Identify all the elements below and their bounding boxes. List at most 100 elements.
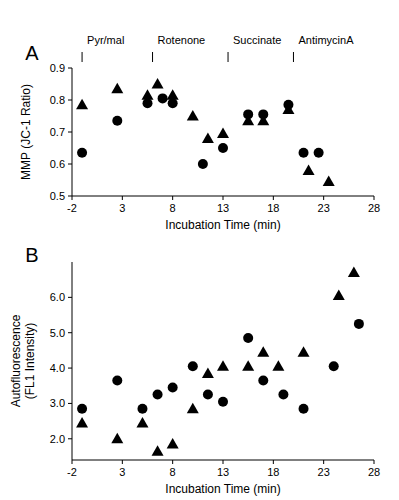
point xyxy=(158,93,168,103)
y-tick-label: 2.0 xyxy=(50,433,65,445)
point xyxy=(348,267,360,278)
annotation-tick xyxy=(293,52,294,62)
panel: B-238131823282.03.04.05.06.0Incubation T… xyxy=(9,244,380,496)
point xyxy=(257,115,269,126)
x-tick-label: 28 xyxy=(368,466,380,478)
x-tick-label: 3 xyxy=(119,466,125,478)
panel: A-238131823280.50.60.70.80.9Incubation T… xyxy=(19,34,380,232)
annotation-tick xyxy=(152,52,153,62)
figure: A-238131823280.50.60.70.80.9Incubation T… xyxy=(0,0,399,500)
y-tick-label: 6.0 xyxy=(50,291,65,303)
annotation: AntimycinA xyxy=(298,34,354,46)
x-tick-label: 23 xyxy=(318,202,330,214)
point xyxy=(298,346,310,357)
point xyxy=(242,115,254,126)
point xyxy=(111,433,123,444)
y-tick-label: 0.7 xyxy=(50,126,65,138)
point xyxy=(202,132,214,143)
annotation: Rotenone xyxy=(158,34,206,46)
x-tick xyxy=(122,460,123,464)
y-axis-line xyxy=(72,262,73,460)
x-tick-label: 13 xyxy=(217,202,229,214)
point xyxy=(299,148,309,158)
point xyxy=(167,89,179,100)
point xyxy=(242,360,254,371)
point xyxy=(187,110,199,121)
x-tick xyxy=(273,196,274,200)
y-tick-label: 5.0 xyxy=(50,327,65,339)
x-tick xyxy=(374,460,375,464)
y-tick xyxy=(68,100,72,101)
x-tick xyxy=(223,196,224,200)
x-axis-title: Incubation Time (min) xyxy=(165,218,280,232)
point xyxy=(187,403,199,414)
point xyxy=(152,445,164,456)
point xyxy=(153,390,163,400)
point xyxy=(243,333,253,343)
point xyxy=(329,361,339,371)
annotation: Pyr/mal xyxy=(87,34,124,46)
y-tick xyxy=(68,68,72,69)
background xyxy=(0,0,399,500)
x-tick-label: 28 xyxy=(368,202,380,214)
x-tick xyxy=(72,460,73,464)
point xyxy=(314,148,324,158)
point xyxy=(278,390,288,400)
point xyxy=(136,417,148,428)
point xyxy=(137,404,147,414)
x-tick xyxy=(374,196,375,200)
point xyxy=(77,404,87,414)
panel-label: B xyxy=(25,244,38,266)
point xyxy=(202,367,214,378)
plot-area xyxy=(76,78,335,186)
x-tick xyxy=(122,196,123,200)
x-tick-label: 13 xyxy=(217,466,229,478)
annotation: Succinate xyxy=(233,34,281,46)
y-tick xyxy=(68,196,72,197)
point xyxy=(333,290,345,301)
y-tick xyxy=(68,332,72,333)
annotation-tick xyxy=(228,52,229,62)
x-tick-label: 23 xyxy=(318,466,330,478)
point xyxy=(218,143,228,153)
point xyxy=(167,438,179,449)
y-tick xyxy=(68,368,72,369)
y-tick xyxy=(68,164,72,165)
point xyxy=(111,83,123,94)
point xyxy=(303,164,315,175)
y-tick xyxy=(68,297,72,298)
y-tick-label: 3.0 xyxy=(50,397,65,409)
x-tick-label: 18 xyxy=(267,466,279,478)
x-tick xyxy=(323,460,324,464)
y-tick-label: 4.0 xyxy=(50,362,65,374)
x-tick-label: -2 xyxy=(67,202,77,214)
x-tick xyxy=(273,460,274,464)
x-tick xyxy=(72,196,73,200)
y-tick xyxy=(68,438,72,439)
point xyxy=(299,404,309,414)
x-tick-label: 8 xyxy=(170,202,176,214)
x-tick xyxy=(172,196,173,200)
y-axis-title: Autofluorescence(FL1 Intensity) xyxy=(9,314,37,407)
point xyxy=(323,176,335,187)
point xyxy=(76,417,88,428)
x-axis-title: Incubation Time (min) xyxy=(165,482,280,496)
point xyxy=(198,159,208,169)
x-tick xyxy=(223,460,224,464)
point xyxy=(354,319,364,329)
x-tick-label: 3 xyxy=(119,202,125,214)
point xyxy=(257,346,269,357)
point xyxy=(76,99,88,110)
point xyxy=(112,375,122,385)
point xyxy=(217,360,229,371)
point xyxy=(282,104,294,115)
plot-area xyxy=(76,267,364,456)
panel-label: A xyxy=(25,42,39,64)
x-tick xyxy=(323,196,324,200)
y-tick xyxy=(68,403,72,404)
point xyxy=(218,397,228,407)
y-tick-label: 0.6 xyxy=(50,158,65,170)
point xyxy=(217,128,229,139)
point xyxy=(188,361,198,371)
y-axis-title: MMP (JC-1 Ratio) xyxy=(19,84,33,180)
